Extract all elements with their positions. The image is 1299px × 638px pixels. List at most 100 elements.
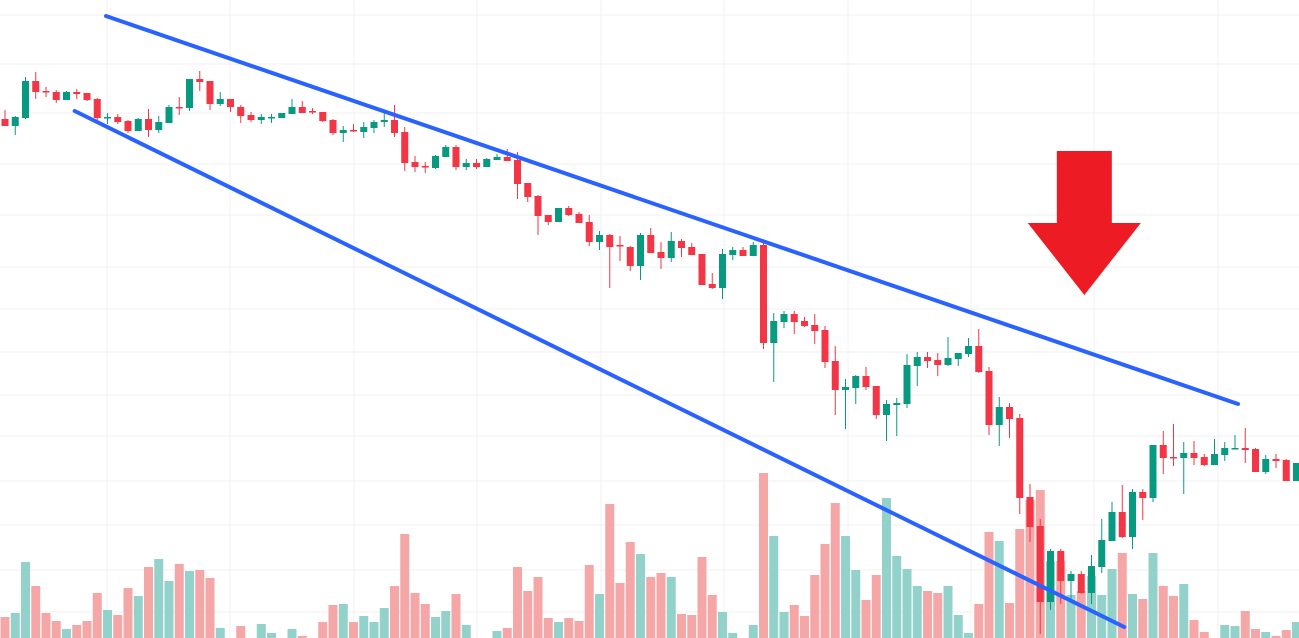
candle-body (524, 183, 532, 197)
candle-body (688, 247, 696, 255)
volume-bar (769, 536, 779, 638)
candle-body (1006, 407, 1013, 419)
candle-body (1293, 463, 1299, 481)
volume-bar (92, 593, 102, 638)
volume-bar (31, 586, 41, 638)
candle-body (421, 166, 429, 168)
candle-body (237, 107, 245, 116)
candle-body (1047, 551, 1054, 602)
volume-bar (605, 504, 615, 638)
volume-bar (554, 622, 563, 638)
candle-body (893, 403, 901, 405)
volume-bar (113, 615, 123, 638)
candle-body (1, 119, 9, 126)
candle-body (32, 81, 40, 92)
volume-bar (1015, 529, 1025, 638)
candle-body (842, 387, 849, 390)
candle-body (575, 214, 583, 223)
volume-bar (861, 600, 871, 638)
candle-body (11, 117, 19, 126)
volume-bar (62, 629, 71, 638)
candle-body (134, 119, 142, 131)
volume-bar (728, 633, 738, 638)
volume-bar (677, 614, 686, 638)
candle-body (1200, 457, 1208, 465)
volume-bar (82, 621, 92, 638)
candle-body (1036, 526, 1044, 602)
candle-body (370, 122, 378, 128)
trendline-lower (72, 109, 1127, 629)
volume-bar (502, 628, 512, 638)
candle-body (391, 120, 398, 133)
candle-body (462, 163, 470, 167)
candle-body (985, 371, 993, 425)
volume-bar (1281, 630, 1291, 638)
volume-bar (256, 624, 266, 638)
candle-body (73, 92, 81, 94)
volume-bar (431, 617, 440, 638)
volume-bar (236, 626, 246, 638)
candle-body (247, 115, 255, 120)
candle-body (360, 127, 368, 132)
candle-body (206, 81, 214, 104)
candle-body (1252, 449, 1259, 472)
candle-body (380, 120, 388, 122)
candle-body (1026, 497, 1034, 527)
candle-body (760, 245, 767, 343)
candle-body (329, 120, 337, 133)
candle-body (52, 92, 60, 100)
candle-body (965, 346, 972, 354)
candle-body (1077, 574, 1085, 593)
volume-bar (892, 556, 902, 638)
candle-body (801, 321, 808, 326)
candle-body (1108, 512, 1116, 541)
volume-bar (400, 534, 410, 638)
candle-body (1180, 453, 1188, 458)
volume-bar (707, 595, 717, 638)
candle-body (1159, 445, 1167, 458)
candle-body (186, 79, 193, 108)
candle-body (175, 107, 183, 109)
volume-bar (1107, 569, 1117, 638)
volume-bar (195, 570, 205, 638)
candle-body (1016, 418, 1024, 498)
candle-body (483, 159, 491, 167)
volume-bar (328, 605, 338, 638)
candle-body (493, 157, 501, 160)
volume-bar (215, 628, 225, 638)
volume-bar (123, 588, 133, 638)
volume-bar (882, 498, 891, 638)
volume-bar (1179, 584, 1189, 638)
volume-bar (697, 557, 707, 638)
candle-body (1190, 453, 1198, 458)
candle-body (739, 250, 747, 256)
candle-body (780, 314, 788, 322)
candle-body (647, 235, 655, 253)
candle-body (544, 215, 552, 222)
volume-bar (51, 621, 61, 638)
volume-bar (0, 617, 10, 638)
candle-body (749, 245, 757, 256)
volume-bar (1138, 599, 1148, 638)
volume-bar (338, 604, 348, 638)
candle-body (401, 132, 409, 163)
candle-body (790, 314, 798, 322)
candle-body (995, 407, 1003, 425)
volume-bar (943, 586, 953, 638)
volume-bar (451, 594, 461, 638)
volume-bar (666, 577, 676, 638)
volume-bar (1271, 636, 1281, 638)
candle-body (872, 386, 880, 415)
candle-body (155, 122, 163, 130)
volume-bar (390, 586, 399, 638)
volume-bar (830, 503, 840, 638)
candle-body (1149, 445, 1157, 498)
candle-body (626, 247, 634, 266)
volume-bar (359, 616, 369, 638)
volume-bar (523, 591, 533, 638)
candle-body (903, 365, 911, 404)
volume-bar (1148, 553, 1158, 638)
candle-body (657, 252, 665, 258)
volume-bar (994, 541, 1004, 638)
